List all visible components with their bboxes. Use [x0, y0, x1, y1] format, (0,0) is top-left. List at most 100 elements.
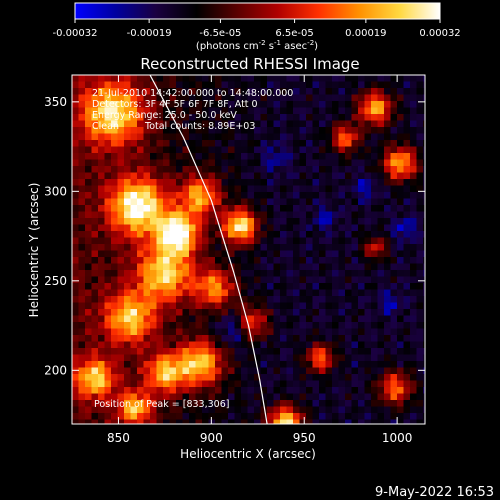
heatmap-cell [221, 289, 229, 297]
heatmap-cell [332, 309, 340, 317]
heatmap-cell [163, 107, 171, 115]
heatmap-cell [384, 81, 392, 89]
heatmap-cell [72, 94, 80, 102]
heatmap-cell [156, 224, 164, 232]
heatmap-cell [319, 192, 327, 200]
heatmap-cell [117, 406, 125, 414]
heatmap-cell [182, 263, 190, 271]
heatmap-cell [267, 81, 275, 89]
heatmap-cell [280, 302, 288, 310]
heatmap-cell [202, 335, 210, 343]
heatmap-cell [156, 374, 164, 382]
heatmap-cell [273, 302, 281, 310]
heatmap-cell [247, 120, 255, 128]
heatmap-cell [137, 237, 145, 245]
heatmap-cell [267, 114, 275, 122]
heatmap-cell [364, 250, 372, 258]
heatmap-cell [176, 374, 184, 382]
heatmap-cell [234, 198, 242, 206]
heatmap-cell [98, 276, 106, 284]
heatmap-cell [182, 166, 190, 174]
heatmap-cell [85, 166, 93, 174]
heatmap-cell [403, 179, 411, 187]
heatmap-cell [390, 270, 398, 278]
heatmap-cell [130, 133, 138, 141]
heatmap-cell [384, 153, 392, 161]
heatmap-cell [345, 101, 353, 109]
heatmap-cell [221, 172, 229, 180]
heatmap-cell [215, 127, 223, 135]
heatmap-cell [260, 309, 268, 317]
heatmap-cell [312, 218, 320, 226]
heatmap-cell [150, 367, 158, 375]
heatmap-cell [163, 341, 171, 349]
heatmap-cell [150, 283, 158, 291]
heatmap-cell [332, 133, 340, 141]
heatmap-cell [280, 276, 288, 284]
heatmap-cell [338, 114, 346, 122]
heatmap-cell [241, 335, 249, 343]
heatmap-cell [208, 127, 216, 135]
heatmap-cell [312, 81, 320, 89]
heatmap-cell [377, 250, 385, 258]
heatmap-cell [312, 107, 320, 115]
heatmap-cell [371, 322, 379, 330]
heatmap-cell [215, 335, 223, 343]
heatmap-cell [98, 205, 106, 213]
heatmap-cell [156, 231, 164, 239]
heatmap-cell [156, 348, 164, 356]
heatmap-cell [345, 387, 353, 395]
heatmap-cell [111, 94, 119, 102]
heatmap-cell [169, 328, 177, 336]
heatmap-cell [416, 211, 424, 219]
heatmap-cell [98, 120, 106, 128]
heatmap-cell [345, 94, 353, 102]
heatmap-cell [364, 192, 372, 200]
heatmap-cell [111, 367, 119, 375]
heatmap-cell [299, 107, 307, 115]
heatmap-cell [241, 393, 249, 401]
heatmap-cell [241, 315, 249, 323]
heatmap-cell [137, 276, 145, 284]
heatmap-cell [338, 341, 346, 349]
heatmap-cell [208, 120, 216, 128]
heatmap-cell [423, 88, 425, 96]
heatmap-cell [91, 406, 99, 414]
heatmap-cell [91, 374, 99, 382]
heatmap-cell [195, 328, 203, 336]
heatmap-cell [202, 400, 210, 408]
heatmap-cell [358, 192, 366, 200]
heatmap-cell [325, 393, 333, 401]
heatmap-cell [332, 302, 340, 310]
heatmap-cell [91, 380, 99, 388]
heatmap-cell [163, 153, 171, 161]
heatmap-cell [403, 211, 411, 219]
heatmap-cell [143, 185, 151, 193]
heatmap-cell [137, 335, 145, 343]
heatmap-cell [254, 328, 262, 336]
heatmap-cell [384, 335, 392, 343]
heatmap-cell [208, 107, 216, 115]
heatmap-cell [156, 335, 164, 343]
heatmap-cell [267, 224, 275, 232]
heatmap-cell [137, 302, 145, 310]
heatmap-cell [299, 231, 307, 239]
heatmap-cell [195, 302, 203, 310]
heatmap-cell [254, 88, 262, 96]
heatmap-cell [273, 413, 281, 421]
heatmap-cell [358, 354, 366, 362]
heatmap-cell [267, 101, 275, 109]
heatmap-cell [260, 88, 268, 96]
heatmap-cell [202, 413, 210, 421]
heatmap-cell [195, 374, 203, 382]
heatmap-cell [371, 276, 379, 284]
heatmap-cell [410, 94, 418, 102]
heatmap-cell [319, 309, 327, 317]
heatmap-cell [338, 335, 346, 343]
heatmap-cell [384, 146, 392, 154]
heatmap-cell [104, 400, 112, 408]
heatmap-cell [143, 374, 151, 382]
heatmap-cell [72, 400, 80, 408]
heatmap-cell [137, 361, 145, 369]
heatmap-cell [390, 179, 398, 187]
